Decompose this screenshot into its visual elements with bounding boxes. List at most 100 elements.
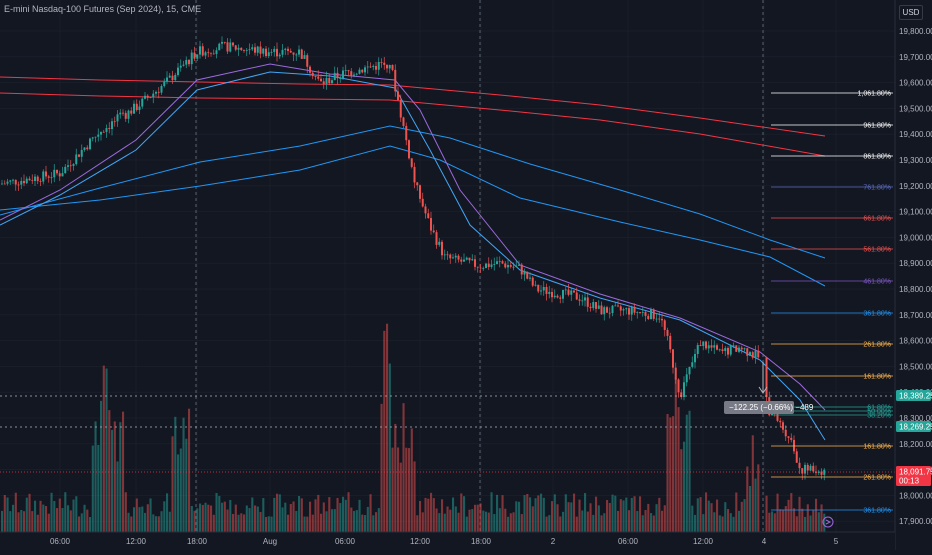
candle-body — [177, 67, 179, 75]
currency-button[interactable]: USD — [899, 5, 923, 20]
candle-body — [377, 62, 380, 70]
volume-bar — [36, 514, 39, 532]
candle-body — [644, 312, 647, 316]
volume-bar — [680, 449, 683, 532]
candle-body — [190, 52, 193, 65]
candle-body — [113, 121, 116, 123]
candle-body — [108, 128, 111, 129]
fib-level-label: 38.20% — [867, 413, 891, 420]
volume-bar — [441, 499, 444, 532]
candle-body — [245, 50, 248, 51]
price-badge-countdown: 00:13 — [899, 477, 920, 486]
candle-body — [218, 43, 221, 51]
volume-bar — [507, 516, 510, 532]
fib-level-label: 861.80% — [863, 154, 891, 161]
measure-tool[interactable]: −122.25 (−0.66%) −489 — [724, 362, 814, 414]
volume-bar — [100, 400, 103, 532]
volume-bar — [331, 509, 334, 532]
candle-body — [553, 295, 556, 298]
volume-bar — [628, 510, 631, 532]
volume-bar — [683, 441, 686, 532]
volume-bar — [193, 510, 196, 532]
fib-level-label: 261.80% — [863, 342, 891, 349]
volume-bar — [232, 513, 235, 532]
candle-body — [116, 114, 119, 122]
volume-bar — [64, 492, 67, 532]
candle-body — [6, 181, 9, 184]
fibonacci-extension[interactable]: 1,061.80% 961.80% 861.80% 761.80% 661.80% 561… — [771, 91, 893, 515]
volume-bar — [383, 330, 386, 532]
horizontal-price-lines — [0, 395, 895, 473]
candle-body — [790, 437, 793, 440]
candle-body — [353, 74, 355, 76]
volume-bar — [146, 504, 149, 532]
volume-bar — [589, 503, 592, 532]
candle-body — [309, 66, 311, 73]
candle-body — [254, 47, 256, 53]
volume-bar — [215, 492, 218, 532]
candle-body — [746, 348, 749, 356]
candle-body — [482, 268, 485, 269]
time-tick-label: 06:00 — [618, 537, 639, 546]
candle-body — [446, 254, 449, 256]
candle-body — [795, 451, 798, 463]
volume-bar — [182, 417, 185, 532]
candle-body — [531, 277, 534, 286]
fib-level-label: 50.00% — [867, 409, 891, 416]
candle-body — [289, 50, 292, 53]
price-badge — [896, 390, 931, 401]
candle-body — [452, 257, 454, 259]
replay-icon[interactable] — [822, 516, 834, 528]
price-tick-label: 18,200.00 — [899, 440, 932, 449]
candle-body — [556, 295, 559, 298]
time-tick-label: 5 — [834, 537, 839, 546]
volume-bar — [278, 494, 281, 532]
candle-body — [325, 77, 328, 84]
time-axis[interactable]: 06:00 12:00 18:00 Aug 06:00 12:00 18:00 2 06:00 1… — [50, 537, 839, 546]
candle-body — [394, 69, 397, 92]
candle-body — [498, 261, 501, 263]
candle-body — [776, 412, 779, 421]
volume-bar — [573, 493, 576, 532]
candle-body — [64, 166, 67, 174]
candle-body — [801, 468, 804, 474]
volume-bar — [496, 494, 499, 532]
volume-bar — [157, 516, 160, 532]
volume-bar — [108, 410, 111, 532]
volume-bar — [179, 448, 182, 532]
volume-bar — [388, 363, 391, 532]
volume-bar — [452, 497, 455, 532]
volume-bar — [809, 515, 812, 532]
volume-bar — [619, 499, 622, 532]
candle-body — [507, 265, 509, 268]
candle-body — [232, 42, 234, 46]
volume-bar — [663, 505, 666, 532]
volume-bar — [672, 416, 675, 532]
time-tick-label: 2 — [551, 537, 556, 546]
candle-body — [251, 47, 254, 50]
volume-bar — [83, 504, 86, 532]
volume-bar — [116, 461, 119, 532]
candle-body — [80, 149, 83, 157]
candle-body — [144, 95, 146, 99]
candle-body — [460, 259, 463, 262]
volume-bar — [155, 516, 158, 532]
volume-bar — [17, 512, 20, 532]
candle-body — [196, 54, 199, 59]
candle-body — [757, 350, 760, 358]
volume-bar — [212, 514, 215, 532]
candle-body — [160, 86, 163, 93]
candle-body — [163, 81, 166, 87]
volume-bar — [595, 496, 598, 532]
candles — [1, 36, 826, 481]
volume-bar — [806, 504, 809, 532]
volume-bar — [694, 514, 697, 532]
candle-body — [468, 257, 471, 261]
candle-body — [699, 345, 702, 347]
volume-bar — [171, 436, 174, 532]
candle-body — [493, 264, 496, 265]
volume-bar — [606, 500, 609, 532]
candle-body — [69, 165, 72, 167]
